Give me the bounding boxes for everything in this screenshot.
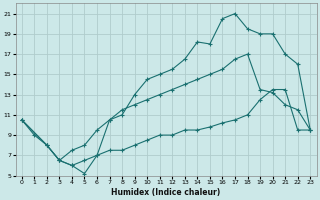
X-axis label: Humidex (Indice chaleur): Humidex (Indice chaleur) xyxy=(111,188,221,197)
